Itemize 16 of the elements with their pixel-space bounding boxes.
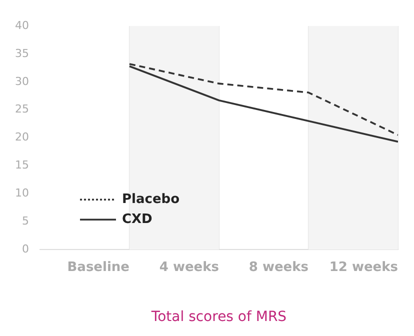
y-tick-label: 20	[14, 130, 29, 144]
y-tick-label: 40	[14, 18, 29, 32]
x-axis-title: Total scores of MRS	[150, 309, 287, 326]
y-tick-label: 30	[14, 74, 29, 88]
y-tick-label: 35	[14, 46, 29, 60]
y-tick-label: 5	[22, 214, 29, 228]
y-tick-label: 25	[14, 102, 29, 116]
x-tick-label: 8 weeks	[248, 260, 309, 275]
y-tick-label: 15	[14, 158, 29, 172]
x-tick-label: 4 weeks	[159, 260, 220, 275]
y-tick-label: 10	[14, 186, 29, 200]
y-tick-label: 0	[22, 242, 29, 256]
x-tick-label: Baseline	[67, 260, 130, 275]
legend-label: CXD	[122, 212, 153, 227]
legend-label: Placebo	[122, 192, 180, 207]
x-tick-label: 12 weeks	[329, 260, 398, 275]
